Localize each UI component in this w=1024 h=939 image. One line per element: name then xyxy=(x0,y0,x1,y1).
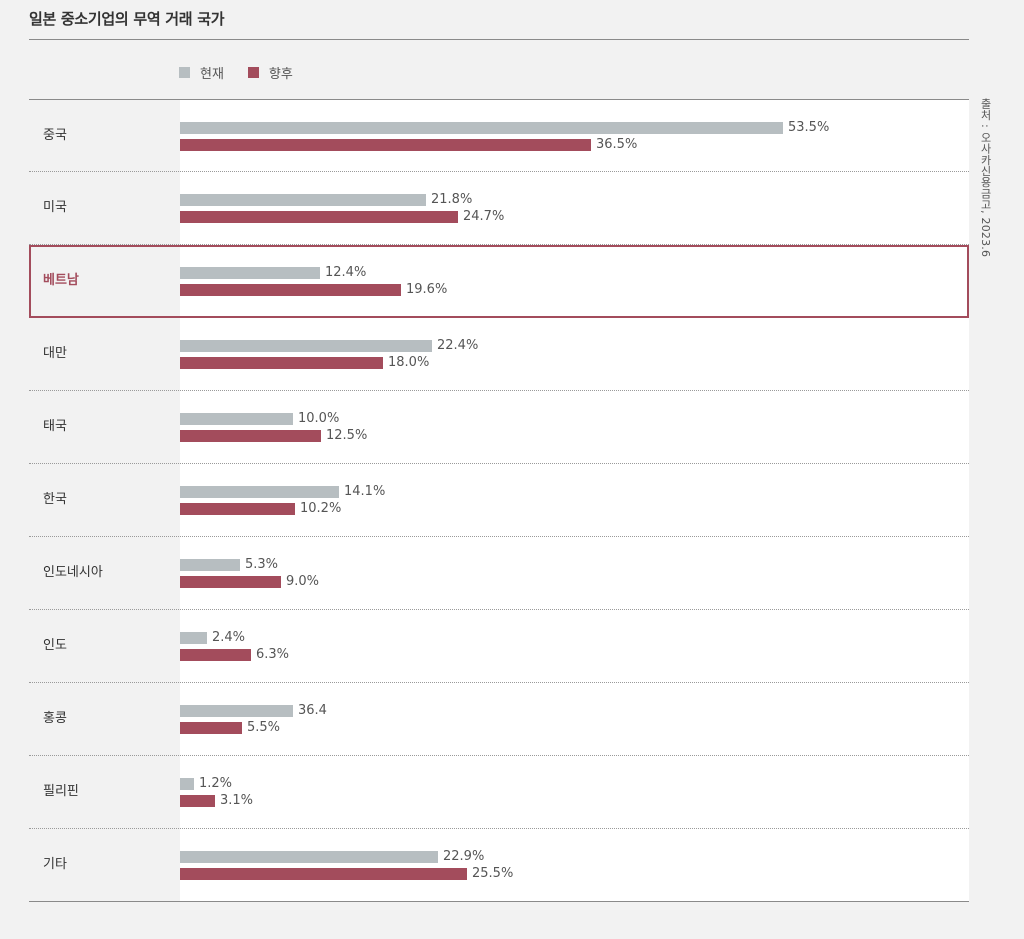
chart-row: 대만 22.4% 18.0% xyxy=(29,318,969,391)
bar-future xyxy=(180,430,321,442)
value-label-future: 9.0% xyxy=(286,574,320,589)
source-note: 출처 : 오사카신용금고, 2023.6 xyxy=(979,98,992,258)
bar-current xyxy=(180,705,293,717)
bar-current xyxy=(180,559,240,571)
value-label-current: 5.3% xyxy=(245,557,279,572)
category-label: 대만 xyxy=(43,346,67,361)
title-divider xyxy=(29,39,969,40)
chart-row: 미국 21.8% 24.7% xyxy=(29,172,969,245)
value-label-current: 2.4% xyxy=(212,630,246,645)
value-label-current: 22.9% xyxy=(443,849,485,864)
chart-row: 베트남 12.4% 19.6% xyxy=(29,245,969,318)
bar-current xyxy=(180,778,194,790)
category-label: 기타 xyxy=(43,857,67,872)
chart-row: 홍콩 36.4 5.5% xyxy=(29,683,969,756)
chart-row: 한국 14.1% 10.2% xyxy=(29,464,969,537)
category-label: 한국 xyxy=(43,492,67,507)
value-label-future: 6.3% xyxy=(256,647,290,662)
bar-current xyxy=(180,486,339,498)
value-label-future: 5.5% xyxy=(247,720,281,735)
value-label-future: 10.2% xyxy=(300,501,342,516)
value-label-future: 19.6% xyxy=(406,282,448,297)
bar-future xyxy=(180,284,401,296)
category-label: 태국 xyxy=(43,419,67,434)
legend-label-future: 향후 xyxy=(268,67,293,82)
value-label-current: 14.1% xyxy=(344,484,386,499)
value-label-current: 12.4% xyxy=(325,265,367,280)
value-label-future: 24.7% xyxy=(463,209,505,224)
bar-future xyxy=(180,576,281,588)
value-label-current: 1.2% xyxy=(199,776,233,791)
bar-current xyxy=(180,340,432,352)
chart-row: 중국 53.5% 36.5% xyxy=(29,99,969,172)
bar-current xyxy=(180,632,207,644)
chart-row: 기타 22.9% 25.5% xyxy=(29,829,969,902)
bar-current xyxy=(180,851,438,863)
bar-future xyxy=(180,503,295,515)
chart-row: 태국 10.0% 12.5% xyxy=(29,391,969,464)
bar-current xyxy=(180,413,293,425)
category-label: 인도 xyxy=(43,638,67,653)
legend-item-future: 향후 xyxy=(247,63,293,82)
chart-row: 인도 2.4% 6.3% xyxy=(29,610,969,683)
chart-row: 인도네시아 5.3% 9.0% xyxy=(29,537,969,610)
legend: 현재 향후 xyxy=(179,63,317,82)
legend-swatch-current xyxy=(179,67,190,78)
category-label: 인도네시아 xyxy=(43,565,103,580)
bar-future xyxy=(180,211,458,223)
bar-chart: 중국 53.5% 36.5% 미국 21.8% 24.7% 베트남 12.4% 19.6% 대만 2… xyxy=(29,99,969,902)
value-label-future: 36.5% xyxy=(596,137,638,152)
value-label-current: 22.4% xyxy=(437,338,479,353)
value-label-current: 53.5% xyxy=(788,120,830,135)
value-label-future: 12.5% xyxy=(326,428,368,443)
bar-current xyxy=(180,267,320,279)
bar-current xyxy=(180,122,783,134)
legend-swatch-future xyxy=(247,67,259,78)
bar-future xyxy=(180,868,467,880)
bar-future xyxy=(180,722,242,734)
value-label-current: 36.4 xyxy=(298,703,327,718)
category-label: 홍콩 xyxy=(43,711,67,726)
value-label-future: 18.0% xyxy=(388,355,430,370)
category-label: 필리핀 xyxy=(43,784,79,799)
bar-future xyxy=(180,795,215,807)
plot-area xyxy=(180,99,969,902)
legend-label-current: 현재 xyxy=(200,67,224,82)
category-label: 베트남 xyxy=(43,273,79,288)
bar-current xyxy=(180,194,426,206)
chart-row: 필리핀 1.2% 3.1% xyxy=(29,756,969,829)
value-label-future: 3.1% xyxy=(220,793,254,808)
chart-title: 일본 중소기업의 무역 거래 국가 xyxy=(29,10,225,28)
value-label-current: 10.0% xyxy=(298,411,340,426)
value-label-future: 25.5% xyxy=(472,866,514,881)
bar-future xyxy=(180,357,383,369)
bar-future xyxy=(180,649,251,661)
value-label-current: 21.8% xyxy=(431,192,473,207)
category-label: 미국 xyxy=(43,200,67,215)
legend-item-current: 현재 xyxy=(179,63,224,82)
category-label: 중국 xyxy=(43,128,67,143)
bar-future xyxy=(180,139,591,151)
